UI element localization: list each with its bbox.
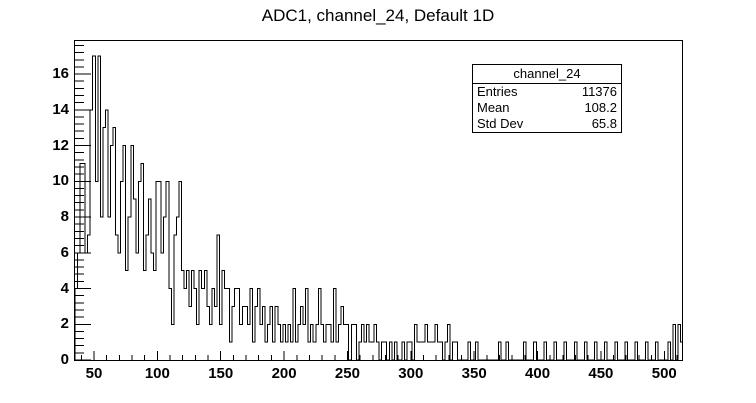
y-tick-label: 12 [52,136,69,154]
plot-title: ADC1, channel_24, Default 1D [261,6,495,25]
stats-label: Mean [477,100,510,115]
x-tick-label: 150 [208,365,234,382]
y-tick-label: 10 [52,172,69,190]
stats-label: Std Dev [477,116,524,131]
stats-row-stddev: Std Dev 65.8 [473,116,621,132]
y-tick-label: 8 [60,208,69,226]
x-tick-label: 200 [271,365,297,382]
stats-box: channel_24 Entries 11376 Mean 108.2 Std … [472,64,622,133]
y-axis-ticks [75,45,91,360]
x-tick-label: 400 [525,365,551,382]
x-tick-label: 350 [461,365,487,382]
stats-box-title: channel_24 [473,65,621,84]
x-tick-label: 450 [588,365,614,382]
stats-value: 108.2 [584,100,617,115]
stats-row-entries: Entries 11376 [473,84,621,100]
y-tick-label: 4 [60,279,69,297]
stats-label: Entries [477,84,518,99]
stats-value: 65.8 [591,116,617,131]
histogram-svg [75,45,682,360]
x-axis-ticks [80,351,678,360]
y-tick-label: 6 [60,243,69,261]
x-tick-label: 100 [144,365,170,382]
stats-value: 11376 [581,84,617,99]
x-tick-label: 250 [334,365,360,382]
x-tick-label: 500 [651,365,677,382]
y-tick-label: 0 [60,351,69,368]
x-tick-label: 50 [85,365,103,382]
x-tick-label: 300 [398,365,424,382]
stats-row-mean: Mean 108.2 [473,100,621,116]
y-tick-label: 14 [52,100,69,118]
histogram-series [75,55,682,360]
y-tick-label: 2 [60,315,69,333]
y-tick-label: 16 [52,65,69,83]
